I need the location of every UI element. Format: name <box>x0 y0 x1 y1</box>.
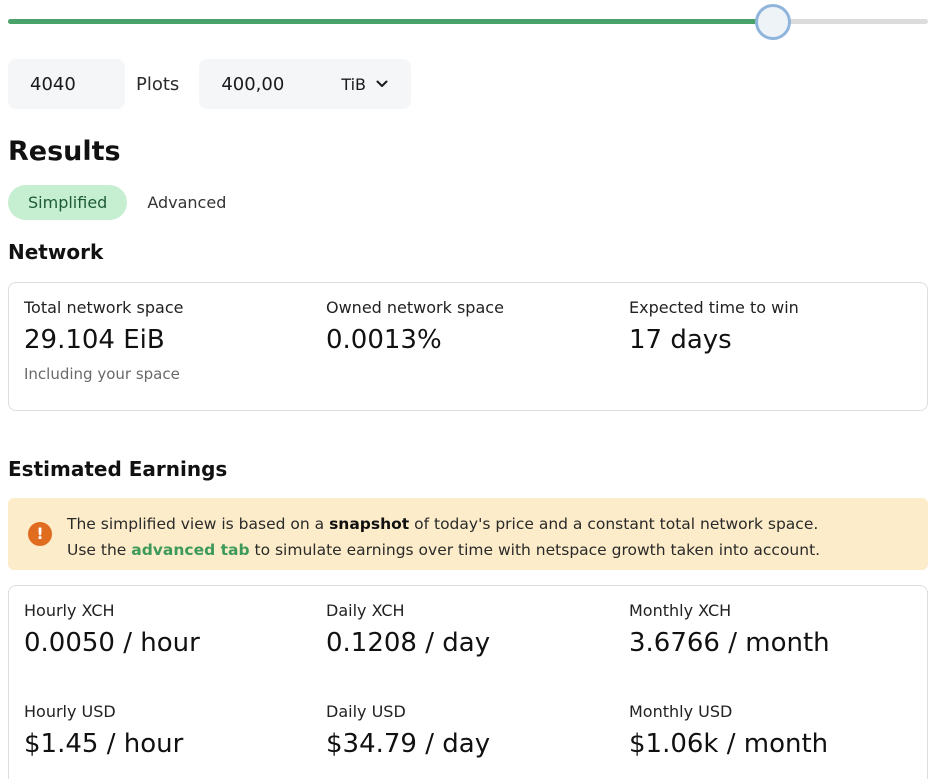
plots-slider[interactable] <box>8 0 928 44</box>
stat-value: 3.6766 / month <box>629 628 830 658</box>
alert-text: The simplified view is based on a snapsh… <box>67 511 820 563</box>
farm-size-inputs: Plots TiB <box>8 59 412 109</box>
alert-bold-snapshot: snapshot <box>329 515 410 533</box>
space-field: TiB <box>199 59 412 109</box>
chevron-down-icon <box>376 80 388 87</box>
stat-label: Daily USD <box>326 702 406 721</box>
stat-expected-time-to-win: Expected time to win 17 days <box>629 298 799 355</box>
stat-hourly-xch: Hourly XCH 0.0050 / hour <box>24 601 200 658</box>
stat-value: 0.0050 / hour <box>24 628 200 658</box>
info-alert: ! The simplified view is based on a snap… <box>8 498 928 570</box>
slider-thumb[interactable] <box>755 4 792 40</box>
alert-text-part: The simplified view is based on a <box>67 515 330 533</box>
stat-owned-network-space: Owned network space 0.0013% <box>326 298 504 355</box>
stat-value: 0.0013% <box>326 325 442 355</box>
network-card: Total network space 29.104 EiB Including… <box>8 282 928 411</box>
unit-select-value: TiB <box>341 74 367 94</box>
plots-label: Plots <box>136 73 180 95</box>
stat-value: $1.06k / month <box>629 729 829 759</box>
stat-value: 17 days <box>629 325 732 355</box>
earnings-card: Hourly XCH 0.0050 / hour Daily XCH 0.120… <box>8 585 928 779</box>
stat-value: $34.79 / day <box>326 729 491 759</box>
stat-label: Total network space <box>24 298 184 317</box>
stat-label: Daily XCH <box>326 601 405 620</box>
network-title: Network <box>8 240 104 264</box>
stat-label: Hourly XCH <box>24 601 115 620</box>
tab-simplified[interactable]: Simplified <box>8 185 128 220</box>
stat-label: Monthly USD <box>629 702 733 721</box>
stat-monthly-usd: Monthly USD $1.06k / month <box>629 702 828 759</box>
results-tabs: Simplified Advanced <box>8 185 246 220</box>
stat-daily-xch: Daily XCH 0.1208 / day <box>326 601 490 658</box>
stat-hourly-usd: Hourly USD $1.45 / hour <box>24 702 183 759</box>
stat-label: Monthly XCH <box>629 601 732 620</box>
advanced-tab-link[interactable]: advanced tab <box>131 541 250 559</box>
stat-value: 29.104 EiB <box>24 325 165 355</box>
stat-label: Owned network space <box>326 298 504 317</box>
results-title: Results <box>8 136 121 167</box>
plots-input[interactable] <box>8 59 125 109</box>
alert-text-part: of today's price and a constant total ne… <box>409 515 819 533</box>
alert-line-2: Use the advanced tab to simulate earning… <box>67 537 820 563</box>
space-input[interactable] <box>199 59 330 109</box>
stat-monthly-xch: Monthly XCH 3.6766 / month <box>629 601 830 658</box>
alert-line-1: The simplified view is based on a snapsh… <box>67 511 820 537</box>
stat-sub: Including your space <box>24 365 180 383</box>
stat-label: Hourly USD <box>24 702 116 721</box>
stat-total-network-space: Total network space 29.104 EiB Including… <box>24 298 183 383</box>
alert-text-part: to simulate earnings over time with nets… <box>249 541 821 559</box>
unit-select[interactable]: TiB <box>341 75 388 94</box>
stat-value: $1.45 / hour <box>24 729 184 759</box>
alert-text-part: Use the <box>67 541 132 559</box>
slider-fill <box>8 19 774 24</box>
stat-value: 0.1208 / day <box>326 628 491 658</box>
stat-label: Expected time to win <box>629 298 799 317</box>
estimated-earnings-title: Estimated Earnings <box>8 457 228 481</box>
tab-advanced[interactable]: Advanced <box>147 193 227 212</box>
stat-daily-usd: Daily USD $34.79 / day <box>326 702 490 759</box>
exclamation-circle-icon: ! <box>28 522 52 546</box>
